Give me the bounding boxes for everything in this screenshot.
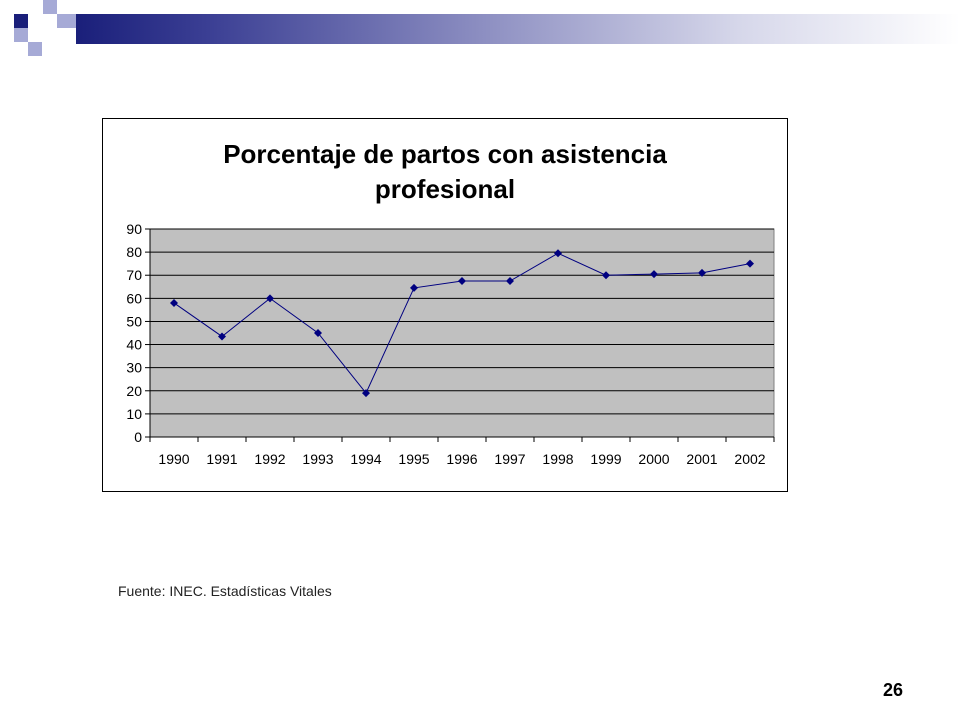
x-tick-label: 1995 <box>398 451 429 467</box>
decor-square-light <box>14 28 28 42</box>
data-point <box>170 298 178 307</box>
x-tick-label: 1993 <box>302 451 333 467</box>
y-tick-label: 90 <box>126 221 142 237</box>
x-tick-label: 2001 <box>686 451 717 467</box>
x-tick-label: 1998 <box>542 451 573 467</box>
x-tick-label: 2002 <box>734 451 765 467</box>
data-point <box>362 389 370 398</box>
y-tick-label: 20 <box>126 383 142 399</box>
y-tick-label: 30 <box>126 360 142 376</box>
y-tick-label: 0 <box>134 429 142 445</box>
page-number: 26 <box>882 680 903 700</box>
x-tick-label: 1999 <box>590 451 621 467</box>
chart-title: Porcentaje de partos con asistencia prof… <box>103 137 787 207</box>
data-point <box>314 329 322 337</box>
x-tick-label: 1990 <box>158 451 189 467</box>
data-point <box>698 268 706 277</box>
chart-title-line-1: Porcentaje de partos con asistencia <box>223 139 667 169</box>
header-gradient-bar <box>76 14 960 44</box>
chart-title-line-2: profesional <box>374 174 516 204</box>
line-chart: 0 10 20 30 40 50 60 70 80 90 1990 1991 1992 1993 1994 1… <box>126 221 775 467</box>
x-tick-label: 1997 <box>494 451 525 467</box>
data-point <box>602 271 610 280</box>
x-tick-label: 1996 <box>446 451 477 467</box>
x-tick-label: 1992 <box>254 451 285 467</box>
decor-square-navy <box>14 14 28 28</box>
decor-square-light <box>43 0 57 14</box>
source-note: Fuente: INEC. Estadísticas Vitales <box>118 583 332 599</box>
decor-square-light <box>57 14 76 28</box>
data-point <box>506 277 514 285</box>
x-tick-label: 1991 <box>206 451 237 467</box>
y-tick-label: 70 <box>126 267 142 283</box>
data-point <box>218 332 226 341</box>
y-tick-label: 10 <box>126 406 142 422</box>
data-point <box>410 283 418 292</box>
chart-frame: Porcentaje de partos con asistencia prof… <box>102 118 788 492</box>
y-tick-label: 80 <box>126 244 142 260</box>
x-tick-label: 1994 <box>350 451 381 467</box>
data-point <box>554 249 562 258</box>
decor-square-light <box>28 42 42 56</box>
data-point <box>266 294 274 303</box>
data-point <box>650 270 658 279</box>
data-point <box>458 277 466 285</box>
y-tick-label: 60 <box>126 290 142 306</box>
y-tick-label: 40 <box>126 337 142 353</box>
x-tick-label: 2000 <box>638 451 669 467</box>
plot-area <box>149 228 775 438</box>
data-point <box>746 259 754 268</box>
y-tick-label: 50 <box>126 313 142 329</box>
